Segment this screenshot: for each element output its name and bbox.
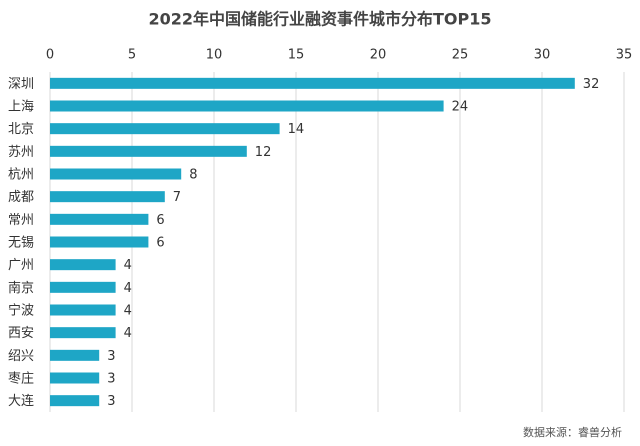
- y-tick-label: 深圳: [8, 77, 34, 92]
- bar: [50, 372, 100, 384]
- x-tick-label: 20: [370, 48, 387, 63]
- x-tick-label: 25: [452, 48, 469, 63]
- x-tick-label: 10: [206, 48, 223, 63]
- y-tick-label: 广州: [8, 258, 34, 273]
- data-label: 24: [452, 100, 469, 115]
- bar: [50, 191, 165, 203]
- y-tick-label: 北京: [8, 122, 34, 137]
- bar: [50, 304, 116, 316]
- y-tick-label: 常州: [8, 213, 34, 228]
- y-tick-label: 宁波: [8, 303, 34, 319]
- data-label: 3: [107, 372, 115, 387]
- bar: [50, 281, 116, 293]
- chart-title: 2022年中国储能行业融资事件城市分布TOP15: [148, 10, 491, 29]
- y-tick-label: 枣庄: [8, 371, 34, 387]
- y-tick-label: 南京: [8, 280, 34, 296]
- y-tick-label: 成都: [8, 190, 34, 205]
- bar: [50, 395, 100, 407]
- y-tick-label: 杭州: [8, 168, 34, 183]
- bar: [50, 259, 116, 271]
- data-label: 4: [124, 326, 132, 341]
- x-tick-label: 5: [128, 48, 136, 63]
- data-label: 6: [156, 213, 164, 228]
- data-label: 32: [583, 77, 600, 92]
- data-label: 4: [124, 304, 132, 319]
- data-label: 14: [288, 122, 305, 137]
- data-label: 3: [107, 394, 115, 409]
- bar: [50, 123, 280, 135]
- bar: [50, 145, 247, 157]
- bar: [50, 236, 149, 248]
- data-label: 3: [107, 349, 115, 364]
- source-note: 数据来源：睿兽分析: [523, 425, 622, 439]
- bar: [50, 100, 444, 112]
- data-label: 7: [173, 190, 181, 205]
- x-tick-label: 15: [288, 48, 305, 63]
- bar: [50, 327, 116, 339]
- data-label: 4: [124, 258, 132, 273]
- bar: [50, 77, 575, 89]
- y-tick-label: 无锡: [8, 236, 34, 251]
- y-tick-label: 绍兴: [8, 349, 34, 364]
- data-label: 8: [189, 168, 197, 183]
- bar: [50, 349, 100, 361]
- bar: [50, 213, 149, 225]
- data-label: 12: [255, 145, 272, 160]
- x-tick-label: 35: [616, 48, 633, 63]
- y-tick-label: 西安: [8, 326, 34, 341]
- x-tick-label: 30: [534, 48, 551, 63]
- data-label: 4: [124, 281, 132, 296]
- y-tick-label: 苏州: [8, 144, 34, 160]
- y-tick-label: 大连: [8, 393, 34, 409]
- data-label: 6: [156, 236, 164, 251]
- x-tick-label: 0: [46, 48, 54, 63]
- y-tick-label: 上海: [8, 100, 34, 115]
- bar: [50, 168, 182, 180]
